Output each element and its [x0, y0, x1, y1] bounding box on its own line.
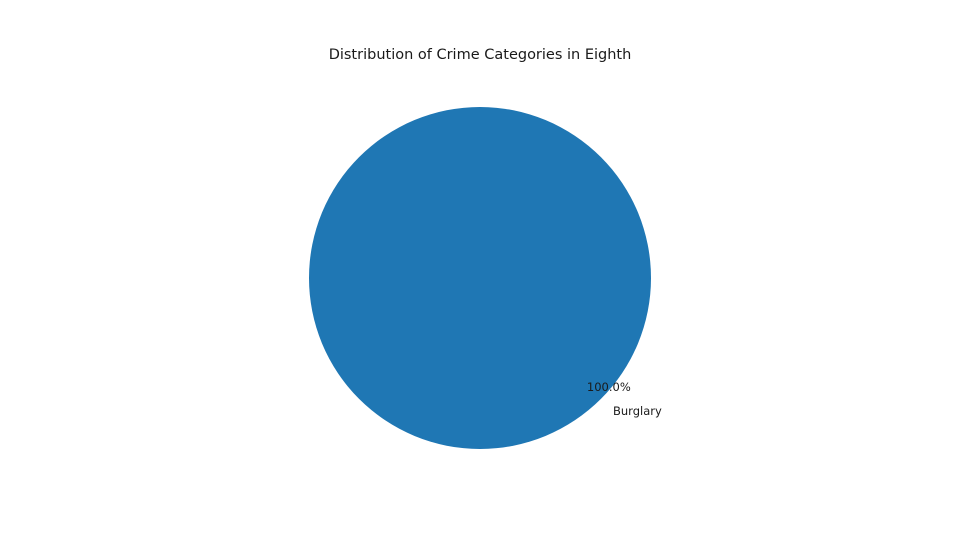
pie-labels: Burglary 100.0% — [587, 380, 662, 418]
pie-slice-burglary — [309, 107, 651, 449]
slice-percent-label: 100.0% — [587, 380, 631, 394]
slice-label: Burglary — [613, 404, 662, 418]
chart-title: Distribution of Crime Categories in Eigh… — [329, 47, 632, 63]
pie-slices — [309, 107, 651, 449]
